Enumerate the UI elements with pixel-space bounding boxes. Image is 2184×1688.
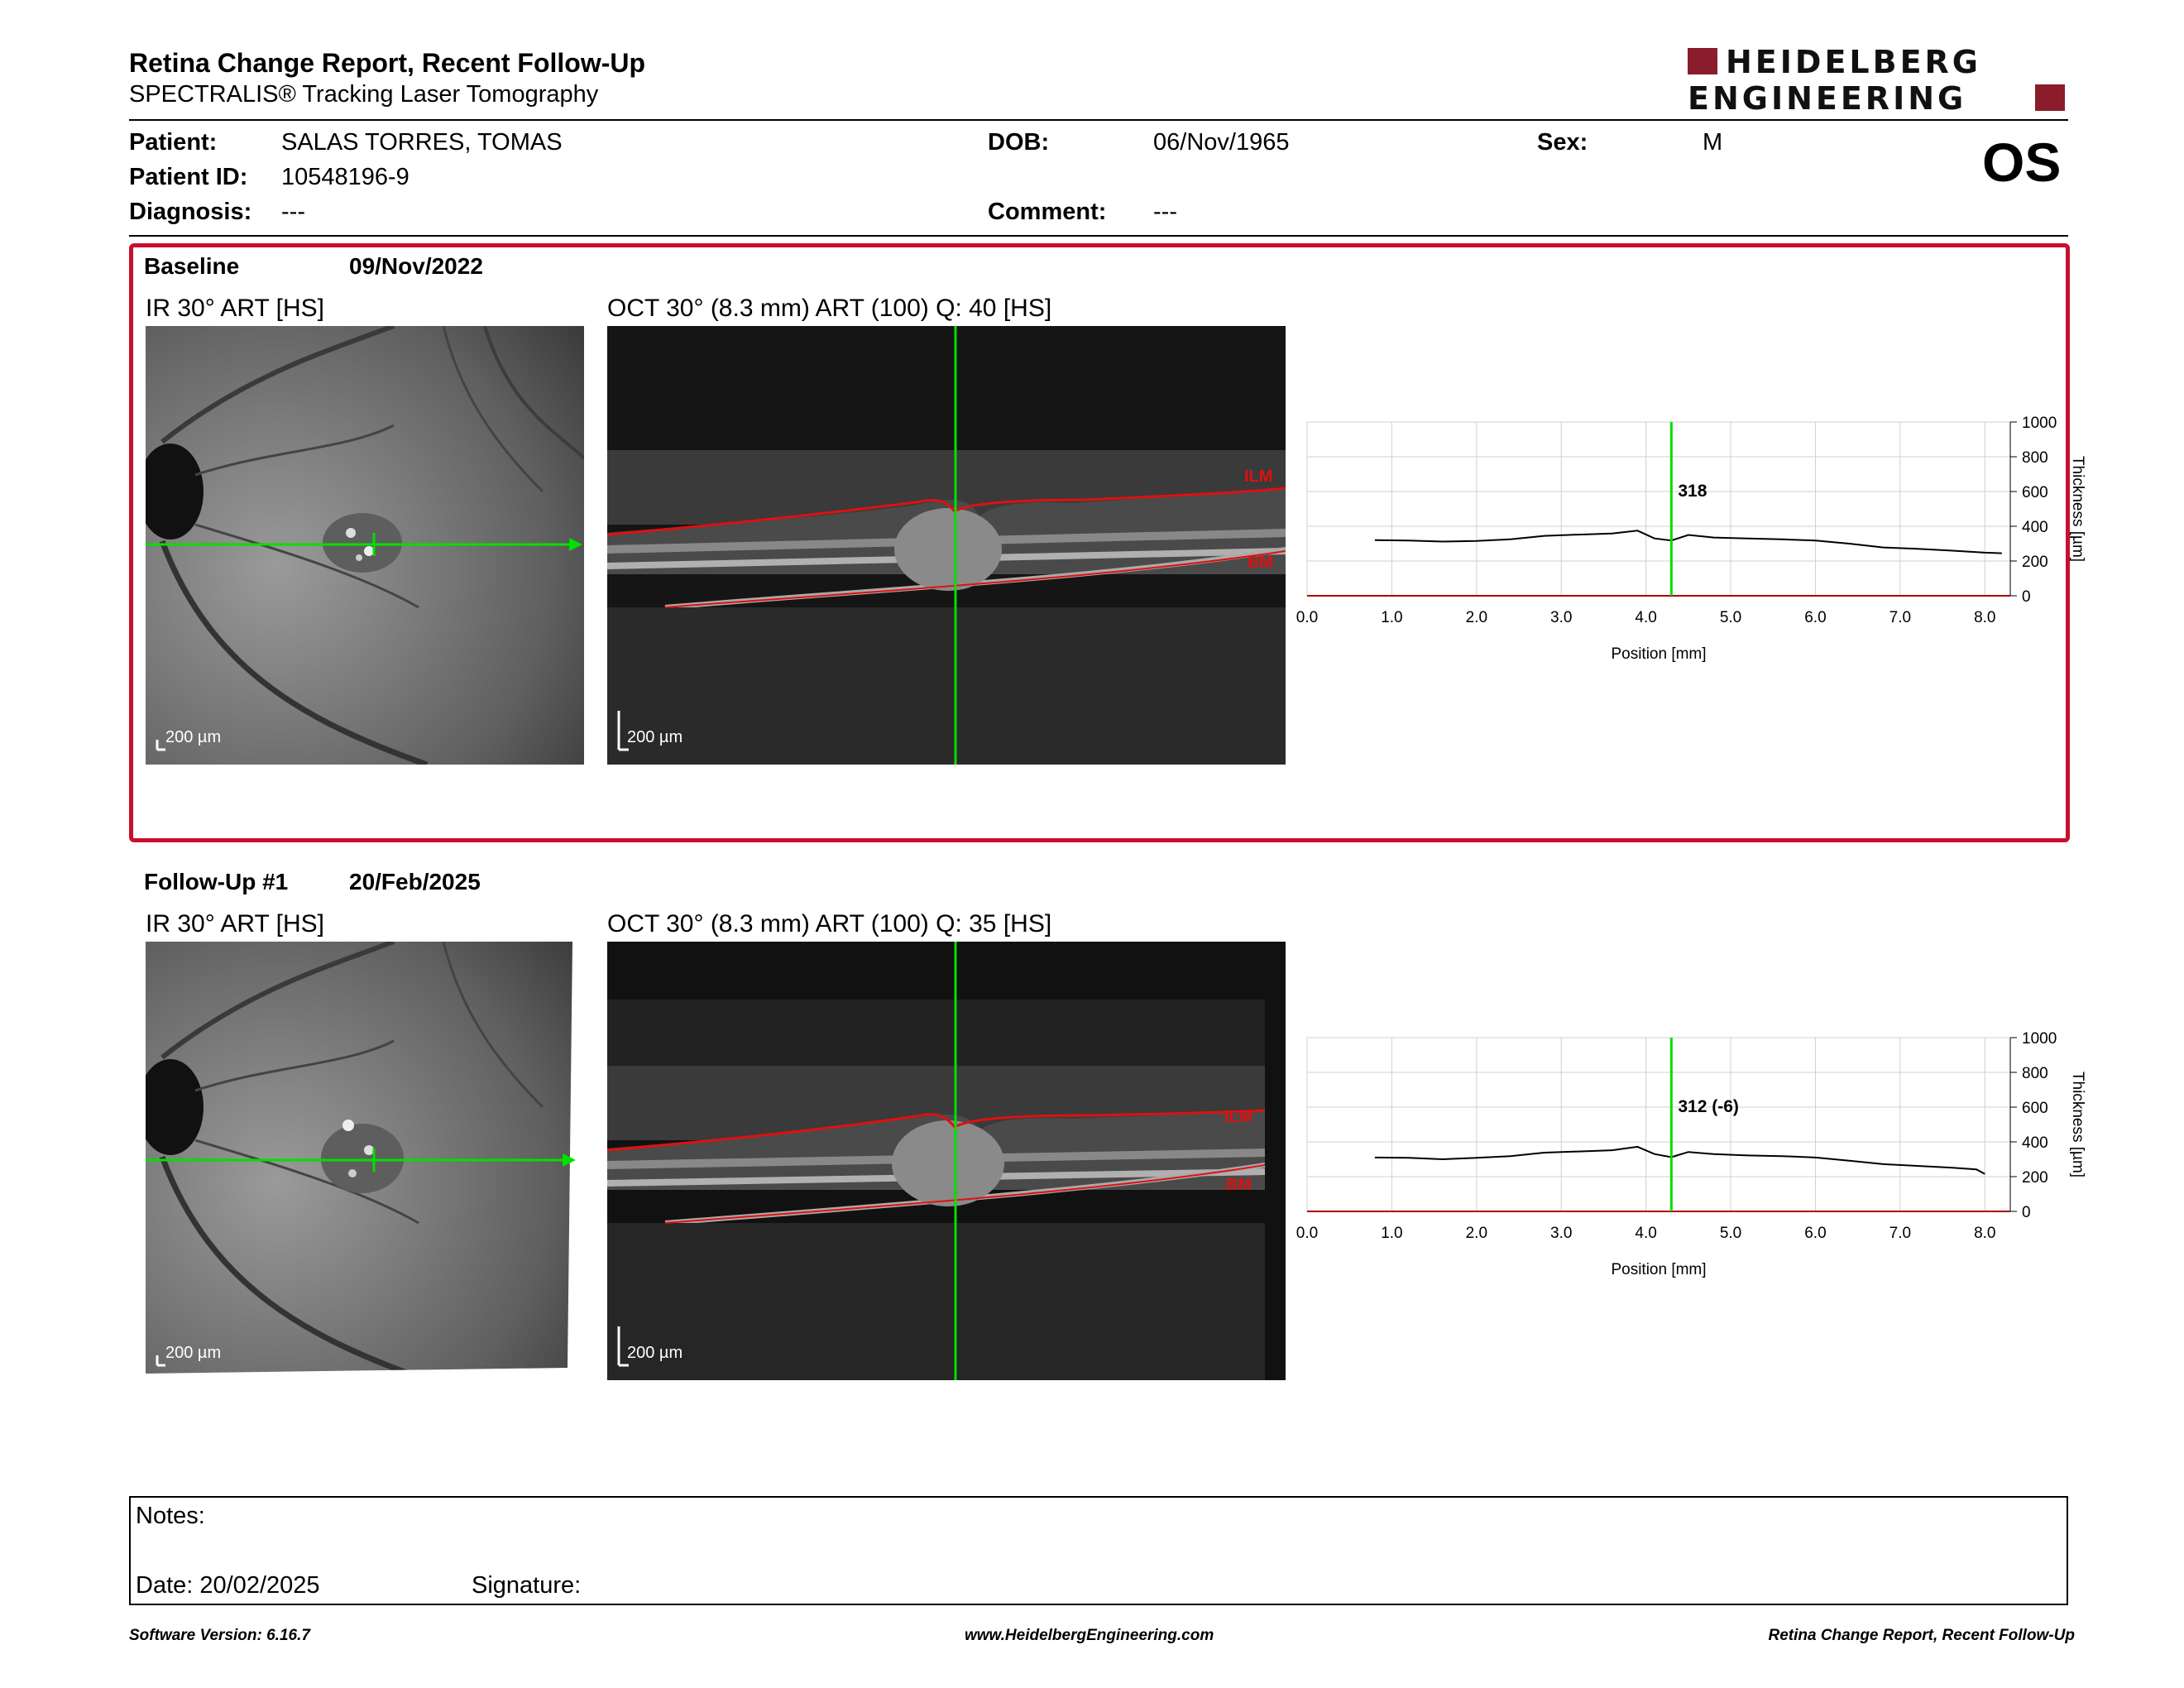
x-tick-label: 8.0 [1974,1225,1995,1242]
y-tick-label: 800 [2022,1065,2048,1082]
followup-bm-label: BM [1226,1176,1252,1194]
x-axis-label: Position [mm] [1611,1261,1706,1278]
y-tick-label: 200 [2022,1169,2048,1187]
patient-divider [129,235,2068,237]
eye-indicator: OS [1982,132,2062,193]
diagnosis-label: Diagnosis: [129,199,252,225]
x-tick-label: 4.0 [1635,609,1656,626]
position-marker-value: 312 (-6) [1678,1097,1739,1116]
x-tick-label: 5.0 [1720,1225,1741,1242]
logo-line2: ENGINEERING [1688,80,1967,117]
dob-label: DOB: [988,129,1050,156]
header-divider [129,119,2068,121]
footer-software-version: Software Version: 6.16.7 [129,1627,310,1644]
dob-value: 06/Nov/1965 [1153,129,1290,156]
followup-thickness-chart: 0.0 1.0 2.0 3.0 4.0 5.0 6.0 7.0 8.0 0 200 400 600 800… [1296,1030,2085,1278]
thickness-series-line [1374,1145,1985,1175]
y-tick-label: 400 [2022,1134,2048,1152]
logo-line1: HEIDELBERG [1726,44,1981,80]
y-axis-label: Thickness [µm] [2069,1072,2085,1177]
logo-square-icon [1688,48,1717,74]
followup-oct-label: OCT 30° (8.3 mm) ART (100) Q: 35 [HS] [607,910,1052,938]
x-tick-label: 7.0 [1889,609,1911,626]
baseline-oct-scale: 200 µm [627,728,683,746]
x-tick-label: 8.0 [1974,609,1995,626]
footer-website[interactable]: www.HeidelbergEngineering.com [965,1627,1214,1644]
y-tick-label: 800 [2022,449,2048,467]
x-tick-label: 3.0 [1550,1225,1572,1242]
followup-ir-scale: 200 µm [165,1344,222,1362]
plot-area [1306,421,2011,597]
footer-report-name: Retina Change Report, Recent Follow-Up [1768,1627,2075,1644]
baseline-frame [129,243,2070,842]
baseline-label: Baseline [144,253,240,279]
notes-box: Notes: Date: 20/02/2025 Signature: [129,1496,2068,1605]
baseline-ir-scale: 200 µm [165,728,222,746]
baseline-bm-label: BM [1248,554,1273,572]
baseline-oct-label: OCT 30° (8.3 mm) ART (100) Q: 40 [HS] [607,295,1052,322]
heidelberg-logo: HEIDELBERG ENGINEERING [1688,46,2068,116]
sex-value: M [1703,129,1723,156]
position-marker-value: 318 [1678,482,1707,501]
x-tick-label: 4.0 [1635,1225,1656,1242]
y-tick-label: 200 [2022,554,2048,571]
signature-label: Signature: [472,1572,582,1599]
report-title: Retina Change Report, Recent Follow-Up [129,48,646,78]
baseline-ir-label: IR 30° ART [HS] [146,295,324,322]
y-axis-label: Thickness [µm] [2069,456,2085,562]
x-tick-label: 1.0 [1381,609,1402,626]
x-tick-label: 2.0 [1466,1225,1487,1242]
comment-label: Comment: [988,199,1107,225]
plot-area [1306,1037,2011,1212]
y-tick-label: 0 [2022,588,2031,606]
y-tick-label: 1000 [2022,1030,2057,1048]
report-subtitle: SPECTRALIS® Tracking Laser Tomography [129,81,599,108]
comment-value: --- [1153,199,1177,225]
followup-ilm-label: ILM [1224,1108,1252,1126]
x-tick-label: 2.0 [1466,609,1487,626]
sex-label: Sex: [1537,129,1588,156]
baseline-date: 09/Nov/2022 [349,253,483,279]
followup-oct-scale: 200 µm [627,1344,683,1362]
baseline-ir-fundus-image: 200 µm [146,326,584,765]
x-axis-label: Position [mm] [1611,645,1706,663]
x-tick-label: 5.0 [1720,609,1741,626]
patient-id-label: Patient ID: [129,164,248,190]
notes-date: Date: 20/02/2025 [136,1572,320,1599]
thickness-series-line [1374,530,2002,554]
x-tick-label: 0.0 [1296,609,1318,626]
baseline-oct-bscan-image: ILM BM 200 µm [607,326,1286,765]
baseline-thickness-chart: 0.0 1.0 2.0 3.0 4.0 5.0 6.0 7.0 8.0 0 200 400 600 800… [1296,415,2085,663]
y-tick-label: 0 [2022,1204,2031,1221]
patient-name: SALAS TORRES, TOMAS [281,129,563,156]
followup-date: 20/Feb/2025 [349,869,481,894]
followup-ir-label: IR 30° ART [HS] [146,910,324,938]
x-tick-label: 7.0 [1889,1225,1911,1242]
diagnosis-value: --- [281,199,305,225]
x-tick-label: 6.0 [1804,1225,1826,1242]
x-tick-label: 0.0 [1296,1225,1318,1242]
y-tick-label: 600 [2022,484,2048,501]
baseline-ilm-label: ILM [1244,468,1272,486]
patient-id: 10548196-9 [281,164,410,190]
patient-label: Patient: [129,129,218,156]
followup-label: Follow-Up #1 [144,869,289,894]
followup-ir-fundus-image: 200 µm [146,942,584,1380]
logo-square-icon [2035,84,2065,111]
followup-oct-bscan-image: ILM BM 200 µm [607,942,1286,1380]
notes-label: Notes: [136,1503,205,1529]
x-tick-label: 1.0 [1381,1225,1402,1242]
x-tick-label: 6.0 [1804,609,1826,626]
y-tick-label: 600 [2022,1100,2048,1117]
y-tick-label: 400 [2022,519,2048,536]
y-tick-label: 1000 [2022,415,2057,432]
x-tick-label: 3.0 [1550,609,1572,626]
